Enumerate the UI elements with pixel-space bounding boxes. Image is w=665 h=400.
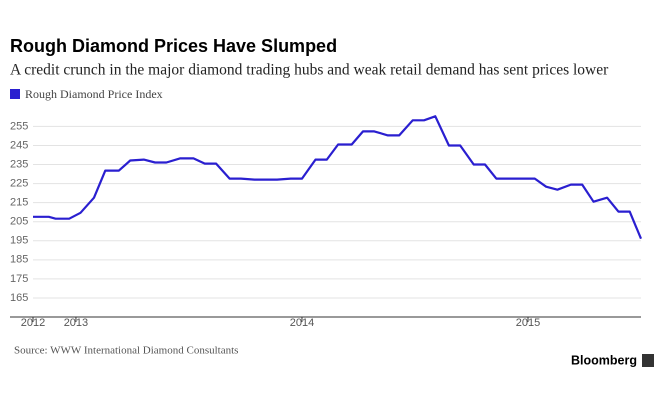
chart-subtitle: A credit crunch in the major diamond tra… <box>10 62 609 79</box>
chart-title: Rough Diamond Prices Have Slumped <box>10 36 337 56</box>
legend-swatch <box>10 89 20 99</box>
x-tick-label: 2015 <box>516 317 540 329</box>
logo: Bloomberg <box>571 353 637 367</box>
y-tick-label: 225 <box>10 178 28 190</box>
data-line <box>33 115 643 240</box>
logo-icon <box>642 354 654 367</box>
y-tick-label: 195 <box>10 235 28 247</box>
x-tick-label: 2013 <box>64 317 88 329</box>
source: Source: WWW International Diamond Consul… <box>14 345 238 357</box>
y-tick-label: 235 <box>10 158 28 170</box>
y-tick-label: 175 <box>10 273 28 285</box>
y-tick-label: 255 <box>10 120 28 132</box>
y-tick-label: 205 <box>10 216 28 228</box>
y-tick-label: 245 <box>10 139 28 151</box>
legend-label: Rough Diamond Price Index <box>25 87 163 101</box>
x-tick-label: 2014 <box>290 317 314 329</box>
x-tick-label: 2012 <box>21 317 45 329</box>
y-tick-label: 215 <box>10 197 28 209</box>
y-tick-label: 165 <box>10 292 28 304</box>
y-tick-label: 185 <box>10 254 28 266</box>
